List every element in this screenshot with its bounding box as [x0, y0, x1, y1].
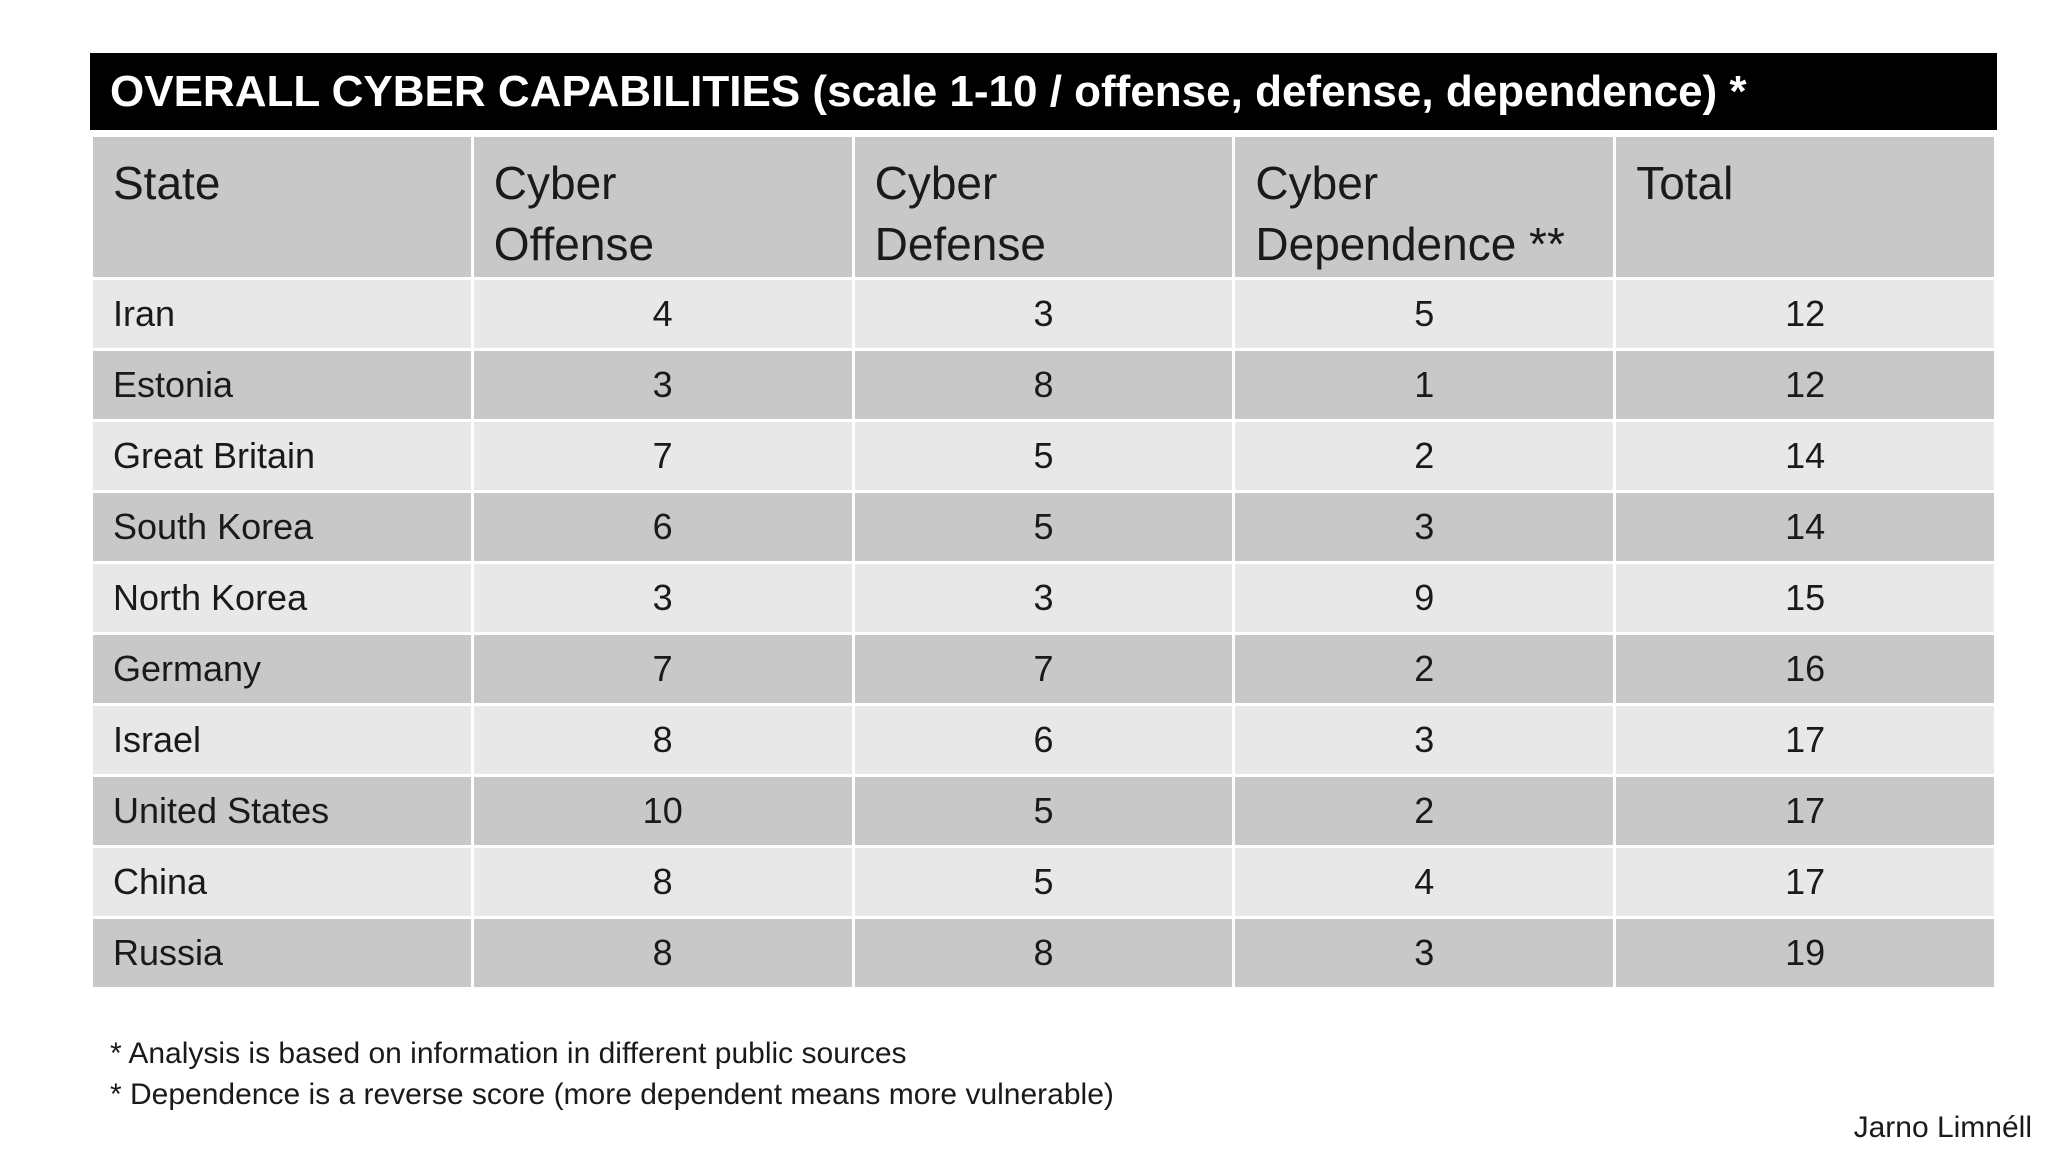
header-total: Total: [1613, 134, 1997, 280]
table-row: Estonia 3 8 1 12: [90, 348, 1997, 422]
cell-defense: 8: [851, 916, 1236, 990]
cell-defense: 5: [851, 419, 1236, 493]
cell-offense: 4: [470, 277, 855, 351]
header-cyber-dependence: Cyber Dependence **: [1232, 134, 1617, 280]
header-cyber-defense: Cyber Defense: [851, 134, 1236, 280]
cell-dependence: 2: [1232, 774, 1617, 848]
cell-state: Estonia: [90, 348, 474, 422]
cell-defense: 8: [851, 348, 1236, 422]
cell-total: 17: [1613, 703, 1997, 777]
cell-offense: 8: [470, 916, 855, 990]
cell-state: Iran: [90, 277, 474, 351]
cell-defense: 3: [851, 277, 1236, 351]
header-cyber-offense: Cyber Offense: [470, 134, 855, 280]
table-row: China 8 5 4 17: [90, 845, 1997, 919]
cell-state: China: [90, 845, 474, 919]
cell-offense: 10: [470, 774, 855, 848]
cell-total: 16: [1613, 632, 1997, 706]
table-body: Iran 4 3 5 12 Estonia 3 8 1 12 Great Britain 7 5 2 14 S…: [90, 277, 1997, 990]
capabilities-table: State Cyber Offense Cyber Defense Cyber Dep…: [90, 134, 1997, 990]
cell-offense: 6: [470, 490, 855, 564]
cell-defense: 5: [851, 845, 1236, 919]
cell-total: 14: [1613, 490, 1997, 564]
table-row: Israel 8 6 3 17: [90, 703, 1997, 777]
cell-total: 12: [1613, 277, 1997, 351]
cell-dependence: 3: [1232, 490, 1617, 564]
cell-state: Russia: [90, 916, 474, 990]
cell-state: Germany: [90, 632, 474, 706]
cell-total: 12: [1613, 348, 1997, 422]
cell-state: South Korea: [90, 490, 474, 564]
cell-offense: 3: [470, 348, 855, 422]
cell-dependence: 2: [1232, 419, 1617, 493]
cell-dependence: 3: [1232, 916, 1617, 990]
cell-dependence: 9: [1232, 561, 1617, 635]
cell-dependence: 5: [1232, 277, 1617, 351]
table-row: United States 10 5 2 17: [90, 774, 1997, 848]
cell-defense: 7: [851, 632, 1236, 706]
footnote: * Analysis is based on information in di…: [110, 1037, 907, 1070]
cell-dependence: 3: [1232, 703, 1617, 777]
table-row: South Korea 6 5 3 14: [90, 490, 1997, 564]
cell-offense: 7: [470, 632, 855, 706]
table-row: Russia 8 8 3 19: [90, 916, 1997, 990]
author-credit: Jarno Limnéll: [1853, 1111, 2032, 1144]
cell-total: 19: [1613, 916, 1997, 990]
cell-defense: 3: [851, 561, 1236, 635]
cell-state: North Korea: [90, 561, 474, 635]
cell-dependence: 2: [1232, 632, 1617, 706]
cell-state: Israel: [90, 703, 474, 777]
cell-offense: 8: [470, 845, 855, 919]
cell-total: 15: [1613, 561, 1997, 635]
table-row: Great Britain 7 5 2 14: [90, 419, 1997, 493]
cell-defense: 6: [851, 703, 1236, 777]
cell-state: Great Britain: [90, 419, 474, 493]
cell-total: 17: [1613, 845, 1997, 919]
cell-offense: 8: [470, 703, 855, 777]
cell-offense: 3: [470, 561, 855, 635]
table-row: Germany 7 7 2 16: [90, 632, 1997, 706]
cell-total: 17: [1613, 774, 1997, 848]
cell-state: United States: [90, 774, 474, 848]
cell-defense: 5: [851, 490, 1236, 564]
table-row: North Korea 3 3 9 15: [90, 561, 1997, 635]
table-row: Iran 4 3 5 12: [90, 277, 1997, 351]
table-title: OVERALL CYBER CAPABILITIES (scale 1-10 /…: [90, 53, 1997, 130]
footnote: * Dependence is a reverse score (more de…: [110, 1078, 1114, 1111]
cell-total: 14: [1613, 419, 1997, 493]
footnotes: * Analysis is based on information in di…: [110, 1033, 1114, 1115]
cell-dependence: 1: [1232, 348, 1617, 422]
header-row: State Cyber Offense Cyber Defense Cyber Dep…: [90, 134, 1997, 280]
cell-offense: 7: [470, 419, 855, 493]
header-state: State: [90, 134, 474, 280]
cell-dependence: 4: [1232, 845, 1617, 919]
cell-defense: 5: [851, 774, 1236, 848]
